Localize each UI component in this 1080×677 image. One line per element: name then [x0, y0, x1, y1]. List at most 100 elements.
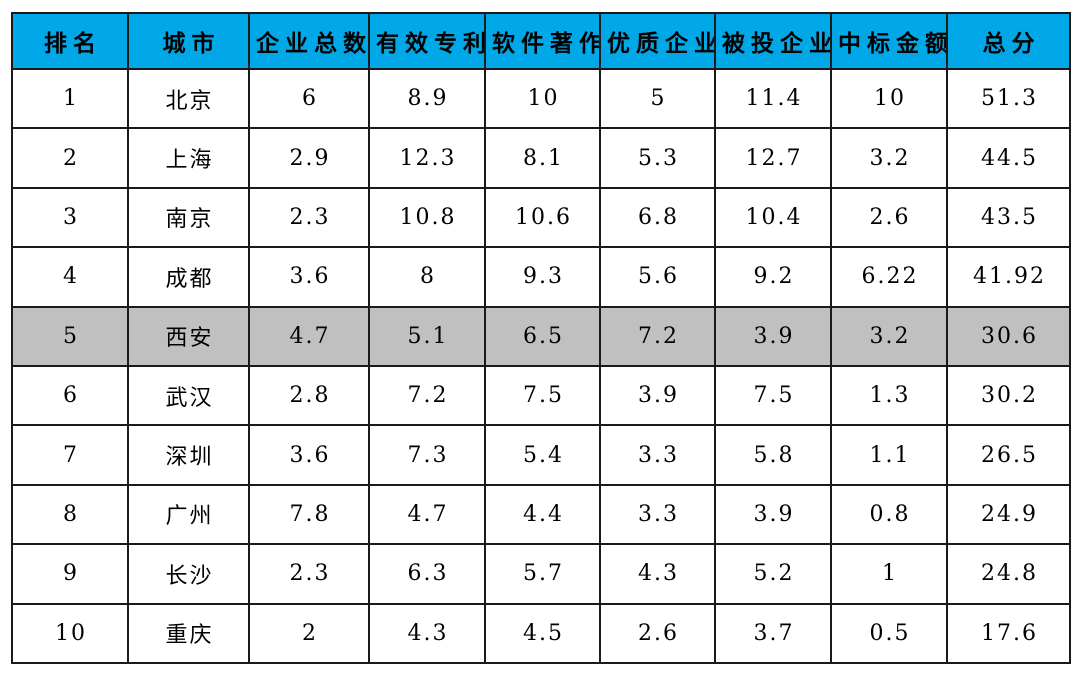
- city-cell: 南京: [127, 186, 250, 249]
- value-cell: 5.6: [599, 246, 716, 308]
- value-cell: 7.2: [368, 364, 486, 427]
- value-cell: 24.8: [946, 543, 1071, 605]
- city-cell: 北京: [127, 67, 250, 130]
- value-cell: 6.8: [599, 186, 716, 249]
- value-cell: 2.9: [248, 127, 370, 189]
- value-cell: 6: [248, 67, 370, 130]
- value-cell: 12.3: [368, 127, 486, 189]
- rank-cell: 9: [11, 543, 129, 605]
- value-cell: 3.9: [714, 305, 832, 367]
- value-cell: 1.3: [830, 364, 948, 427]
- value-cell: 5.7: [484, 543, 601, 605]
- value-cell: 2.3: [248, 543, 370, 605]
- value-cell: 5.4: [484, 424, 601, 486]
- table-row: 7 深圳 3.6 7.3 5.4 3.3 5.8 1.1 26.5: [11, 424, 1071, 486]
- value-cell: 2.6: [599, 602, 716, 665]
- table-row: 2 上海 2.9 12.3 8.1 5.3 12.7 3.2 44.5: [11, 127, 1071, 189]
- value-cell: 4.4: [484, 483, 601, 546]
- value-cell: 10: [484, 67, 601, 130]
- rank-cell: 3: [11, 186, 129, 249]
- table-row: 9 长沙 2.3 6.3 5.7 4.3 5.2 1 24.8: [11, 543, 1071, 605]
- value-cell: 4.5: [484, 602, 601, 665]
- value-cell: 0.8: [830, 483, 948, 546]
- column-header-0: 排名: [11, 12, 129, 70]
- value-cell: 2: [248, 602, 370, 665]
- table-row: 4 成都 3.6 8 9.3 5.6 9.2 6.22 41.92: [11, 246, 1071, 308]
- table-row: 8 广州 7.8 4.7 4.4 3.3 3.9 0.8 24.9: [11, 483, 1071, 546]
- value-cell: 3.6: [248, 246, 370, 308]
- value-cell: 10: [830, 67, 948, 130]
- value-cell: 24.9: [946, 483, 1071, 546]
- value-cell: 4.3: [368, 602, 486, 665]
- column-header-4: 软件著作: [484, 12, 601, 70]
- table-row: 5 西安 4.7 5.1 6.5 7.2 3.9 3.2 30.6: [11, 305, 1071, 367]
- column-header-3: 有效专利: [368, 12, 486, 70]
- value-cell: 1: [830, 543, 948, 605]
- value-cell: 1.1: [830, 424, 948, 486]
- table-row: 1 北京 6 8.9 10 5 11.4 10 51.3: [11, 67, 1071, 130]
- value-cell: 7.5: [484, 364, 601, 427]
- city-cell: 长沙: [127, 543, 250, 605]
- value-cell: 30.2: [946, 364, 1071, 427]
- value-cell: 2.8: [248, 364, 370, 427]
- table-row: 3 南京 2.3 10.8 10.6 6.8 10.4 2.6 43.5: [11, 186, 1071, 249]
- rank-cell: 8: [11, 483, 129, 546]
- city-cell: 成都: [127, 246, 250, 308]
- value-cell: 5: [599, 67, 716, 130]
- table-row: 10 重庆 2 4.3 4.5 2.6 3.7 0.5 17.6: [11, 602, 1071, 665]
- value-cell: 2.6: [830, 186, 948, 249]
- column-header-2: 企业总数: [248, 12, 370, 70]
- rank-cell: 2: [11, 127, 129, 189]
- value-cell: 8: [368, 246, 486, 308]
- column-header-1: 城市: [127, 12, 250, 70]
- table-body: 1 北京 6 8.9 10 5 11.4 10 51.3 2 上海 2.9 12.3 8.1 5.3 12.7…: [11, 67, 1071, 665]
- value-cell: 8.1: [484, 127, 601, 189]
- column-header-7: 中标金额: [830, 12, 948, 70]
- header-row: 排名 城市 企业总数 有效专利 软件著作 优质企业 被投企业 中标金额 总分: [11, 12, 1071, 70]
- rank-cell: 7: [11, 424, 129, 486]
- value-cell: 3.9: [599, 364, 716, 427]
- value-cell: 8.9: [368, 67, 486, 130]
- value-cell: 10.4: [714, 186, 832, 249]
- rank-cell: 1: [11, 67, 129, 130]
- rank-cell: 4: [11, 246, 129, 308]
- value-cell: 3.2: [830, 305, 948, 367]
- value-cell: 26.5: [946, 424, 1071, 486]
- city-cell: 上海: [127, 127, 250, 189]
- value-cell: 7.2: [599, 305, 716, 367]
- value-cell: 5.8: [714, 424, 832, 486]
- value-cell: 6.22: [830, 246, 948, 308]
- column-header-8: 总分: [946, 12, 1071, 70]
- value-cell: 51.3: [946, 67, 1071, 130]
- city-cell: 广州: [127, 483, 250, 546]
- value-cell: 3.2: [830, 127, 948, 189]
- rank-cell: 10: [11, 602, 129, 665]
- value-cell: 9.3: [484, 246, 601, 308]
- value-cell: 3.9: [714, 483, 832, 546]
- column-header-5: 优质企业: [599, 12, 716, 70]
- value-cell: 10.8: [368, 186, 486, 249]
- value-cell: 12.7: [714, 127, 832, 189]
- value-cell: 4.3: [599, 543, 716, 605]
- value-cell: 3.3: [599, 424, 716, 486]
- city-cell: 西安: [127, 305, 250, 367]
- city-ranking-table: 排名 城市 企业总数 有效专利 软件著作 优质企业 被投企业 中标金额 总分 1 北京 6 8.9 10…: [11, 12, 1071, 665]
- value-cell: 44.5: [946, 127, 1071, 189]
- value-cell: 4.7: [248, 305, 370, 367]
- value-cell: 30.6: [946, 305, 1071, 367]
- value-cell: 11.4: [714, 67, 832, 130]
- value-cell: 0.5: [830, 602, 948, 665]
- value-cell: 3.6: [248, 424, 370, 486]
- value-cell: 3.3: [599, 483, 716, 546]
- city-cell: 深圳: [127, 424, 250, 486]
- city-cell: 重庆: [127, 602, 250, 665]
- value-cell: 17.6: [946, 602, 1071, 665]
- value-cell: 6.5: [484, 305, 601, 367]
- value-cell: 7.3: [368, 424, 486, 486]
- rank-cell: 6: [11, 364, 129, 427]
- value-cell: 7.8: [248, 483, 370, 546]
- value-cell: 5.2: [714, 543, 832, 605]
- table-header: 排名 城市 企业总数 有效专利 软件著作 优质企业 被投企业 中标金额 总分: [11, 12, 1071, 70]
- value-cell: 2.3: [248, 186, 370, 249]
